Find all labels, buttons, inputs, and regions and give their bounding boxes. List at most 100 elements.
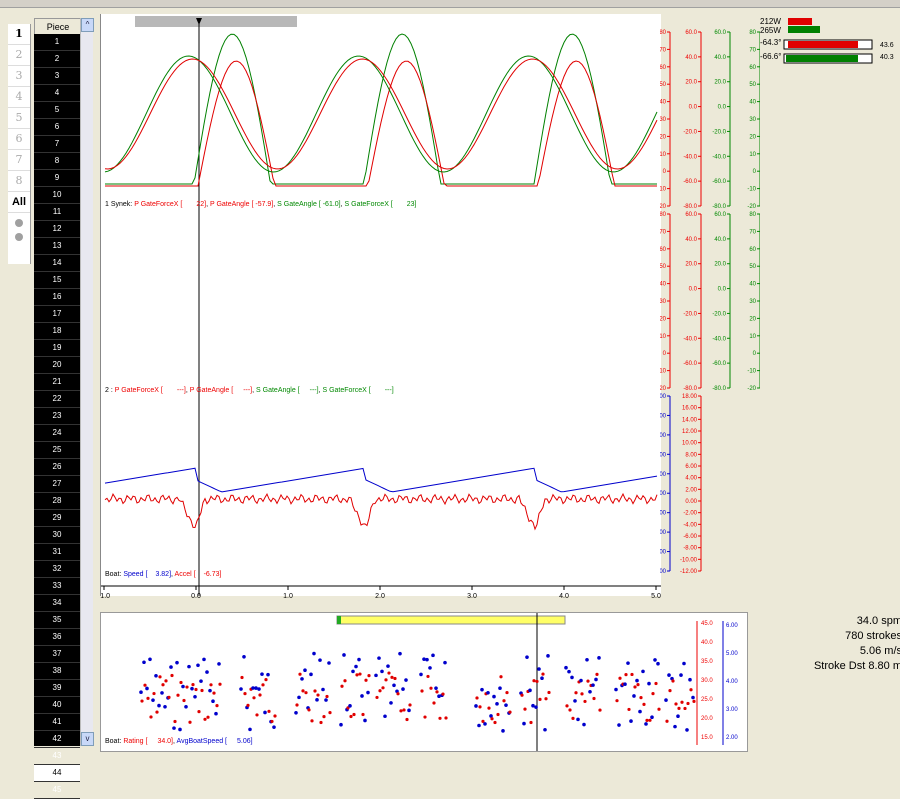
scroll-up-button[interactable]: ^ xyxy=(81,18,94,32)
piece-item-36[interactable]: 36 xyxy=(34,629,80,646)
piece-item-10[interactable]: 10 xyxy=(34,187,80,204)
piece-item-29[interactable]: 29 xyxy=(34,510,80,527)
force-axis-1-label: 10 xyxy=(660,152,667,158)
crew-number-1[interactable]: 1 xyxy=(8,24,30,45)
crew-number-7[interactable]: 7 xyxy=(8,150,30,171)
avgspeed-point xyxy=(172,726,176,730)
s-angle-axis-2-label: -80.0 xyxy=(712,386,726,392)
piece-list[interactable]: 1 2 3 4 5 6 7 8 9 10 11 12 13 14 15 16 17 18 19 20 21 22 23 24 2… xyxy=(34,34,80,799)
piece-item-23[interactable]: 23 xyxy=(34,408,80,425)
piece-item-42[interactable]: 42 xyxy=(34,731,80,748)
piece-item-38[interactable]: 38 xyxy=(34,663,80,680)
crew-number-6[interactable]: 6 xyxy=(8,129,30,150)
rating-point xyxy=(161,683,165,687)
rating-point xyxy=(618,676,622,680)
rating-point xyxy=(200,688,204,693)
crew-number-8[interactable]: 8 xyxy=(8,171,30,192)
piece-item-9[interactable]: 9 xyxy=(34,170,80,187)
rating-point xyxy=(571,716,575,720)
piece-item-17[interactable]: 17 xyxy=(34,306,80,323)
avgspeed-point xyxy=(679,673,683,677)
rating-point xyxy=(532,679,536,683)
piece-item-18[interactable]: 18 xyxy=(34,323,80,340)
piece-item-33[interactable]: 33 xyxy=(34,578,80,595)
piece-list-scrollbar[interactable]: ^ v xyxy=(80,18,94,746)
accel-axis-label: -12.00 xyxy=(680,569,698,575)
main-chart-svg[interactable] xyxy=(101,14,661,596)
piece-item-2[interactable]: 2 xyxy=(34,51,80,68)
panel3-speed-label: Speed [ xyxy=(123,571,148,578)
session-overview-chart[interactable]: 45.0 40.0 35.0 30.0 25.0 20.0 15.0 6.00 5.00 4.00… xyxy=(100,612,748,752)
piece-item-22[interactable]: 22 xyxy=(34,391,80,408)
piece-item-19[interactable]: 19 xyxy=(34,340,80,357)
piece-item-31[interactable]: 31 xyxy=(34,544,80,561)
piece-item-15[interactable]: 15 xyxy=(34,272,80,289)
piece-item-8[interactable]: 8 xyxy=(34,153,80,170)
crew-number-2[interactable]: 2 xyxy=(8,45,30,66)
piece-item-25[interactable]: 25 xyxy=(34,442,80,459)
piece-item-41[interactable]: 41 xyxy=(34,714,80,731)
piece-item-7[interactable]: 7 xyxy=(34,136,80,153)
rating-point xyxy=(420,689,424,693)
piece-item-21[interactable]: 21 xyxy=(34,374,80,391)
piece-item-20[interactable]: 20 xyxy=(34,357,80,374)
piece-item-1[interactable]: 1 xyxy=(34,34,80,51)
piece-item-24[interactable]: 24 xyxy=(34,425,80,442)
avgspeed-point xyxy=(564,665,568,670)
session-overview-svg[interactable]: 45.0 40.0 35.0 30.0 25.0 20.0 15.0 6.00 5.00 4.00… xyxy=(101,613,747,751)
piece-item-30[interactable]: 30 xyxy=(34,527,80,544)
piece-item-34[interactable]: 34 xyxy=(34,595,80,612)
stat-rate: 34.0 spm xyxy=(856,615,900,627)
s-angle-bar xyxy=(786,55,858,62)
panel1-sfx-label: S GateForceX [ xyxy=(344,201,393,208)
crew-number-4[interactable]: 4 xyxy=(8,87,30,108)
piece-item-14[interactable]: 14 xyxy=(34,255,80,272)
piece-item-43[interactable]: 43 xyxy=(34,748,80,765)
all-button[interactable]: All xyxy=(8,192,30,213)
rating-point xyxy=(140,699,144,703)
piece-item-12[interactable]: 12 xyxy=(34,221,80,238)
main-axes: 80 70 60 50 40 30 20 10 0 -10 -20 60.0 40.0 20.0 0.0 -2… xyxy=(660,30,760,575)
piece-item-26[interactable]: 26 xyxy=(34,459,80,476)
rating-tick-label: 45.0 xyxy=(701,621,713,627)
piece-item-32[interactable]: 32 xyxy=(34,561,80,578)
crew-number-5[interactable]: 5 xyxy=(8,108,30,129)
panel1-pfx-value: 22] xyxy=(196,201,207,208)
piece-item-35[interactable]: 35 xyxy=(34,612,80,629)
rating-point xyxy=(671,679,675,683)
speed-axis-label: 7.00 xyxy=(660,433,667,439)
rating-point xyxy=(677,706,681,710)
piece-item-37[interactable]: 37 xyxy=(34,646,80,663)
avgspeed-point xyxy=(673,724,677,729)
piece-item-40[interactable]: 40 xyxy=(34,697,80,714)
piece-item-6[interactable]: 6 xyxy=(34,119,80,136)
rating-point xyxy=(378,689,382,693)
avgspeed-point xyxy=(315,698,319,702)
piece-item-3[interactable]: 3 xyxy=(34,68,80,85)
s-force-axis-2-label: 40 xyxy=(749,282,756,288)
rating-tick-label: 35.0 xyxy=(701,659,713,665)
radio-dot[interactable] xyxy=(15,233,23,241)
piece-item-44[interactable]: 44 xyxy=(34,765,80,782)
piece-item-4[interactable]: 4 xyxy=(34,85,80,102)
avgspeed-point xyxy=(300,677,304,681)
piece-item-39[interactable]: 39 xyxy=(34,680,80,697)
crew-number-3[interactable]: 3 xyxy=(8,66,30,87)
piece-item-28[interactable]: 28 xyxy=(34,493,80,510)
avgspeed-point xyxy=(685,728,689,732)
s-angle-axis-1-label: 20.0 xyxy=(714,80,726,86)
piece-item-5[interactable]: 5 xyxy=(34,102,80,119)
avgspeed-point xyxy=(638,709,642,714)
scroll-down-button[interactable]: v xyxy=(81,732,94,746)
piece-item-16[interactable]: 16 xyxy=(34,289,80,306)
piece-item-27[interactable]: 27 xyxy=(34,476,80,493)
accel-axis-label: -6.00 xyxy=(683,534,697,540)
s-angle-axis-2-label: 40.0 xyxy=(714,237,726,243)
panel2-label: 2 : P GateForceX [---], P GateAngle [---… xyxy=(105,387,394,394)
piece-item-45[interactable]: 45 xyxy=(34,782,80,799)
radio-dot[interactable] xyxy=(15,219,23,227)
piece-item-11[interactable]: 11 xyxy=(34,204,80,221)
rating-point xyxy=(505,690,509,695)
piece-item-13[interactable]: 13 xyxy=(34,238,80,255)
force-angle-chart-area[interactable]: 1 Synek: P GateForceX [22], P GateAngle … xyxy=(100,14,661,596)
